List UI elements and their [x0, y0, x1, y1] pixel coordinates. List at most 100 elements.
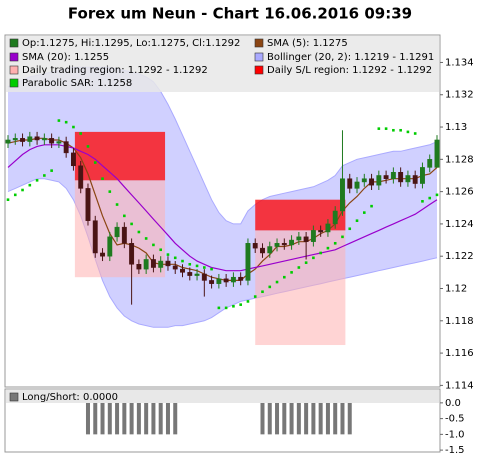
sar-dot	[355, 219, 359, 222]
sar-dot	[290, 271, 293, 274]
candle-body	[332, 210, 338, 225]
candle-body	[180, 268, 185, 273]
candle-body	[41, 138, 47, 141]
bar	[165, 402, 170, 435]
bar	[296, 402, 301, 435]
sar-dot	[166, 253, 170, 256]
candle-body	[347, 178, 353, 189]
candle-body	[114, 226, 120, 238]
sar-dot	[319, 251, 322, 255]
bar	[115, 402, 120, 435]
chart-title: Forex um Neun - Chart 16.06.2016 09:39	[68, 5, 412, 23]
sar-dot	[173, 256, 177, 260]
candle-body	[310, 230, 316, 242]
region	[255, 199, 346, 231]
sar-dot	[130, 222, 133, 226]
y-tick-label: -0.5	[445, 414, 465, 425]
sar-dot	[435, 193, 439, 197]
bar	[325, 402, 330, 435]
y-tick-label: 1.132	[445, 90, 474, 101]
bar	[151, 402, 156, 435]
candle-body	[150, 259, 156, 268]
candle-body	[420, 167, 425, 184]
candle-body	[412, 175, 418, 184]
bar	[93, 402, 98, 435]
candle-body	[20, 138, 25, 142]
legend-box	[6, 36, 439, 92]
legend-label: Daily S/L region: 1.1292 - 1.1292	[267, 65, 432, 76]
candle-body	[12, 138, 18, 141]
candle-body	[260, 247, 265, 254]
candle-body	[129, 243, 135, 265]
candle-body	[107, 236, 113, 257]
sar-dot	[283, 275, 286, 279]
sar-dot	[413, 132, 417, 135]
bar	[85, 402, 90, 435]
candle-body	[172, 265, 178, 270]
candle-body	[405, 175, 411, 183]
sma-line	[7, 144, 438, 272]
y-tick-label: -1.5	[445, 445, 465, 456]
sar-dot	[137, 230, 141, 234]
sar-dot	[406, 130, 410, 134]
bar	[282, 402, 287, 435]
candle-body	[434, 139, 440, 168]
candle-body	[369, 178, 375, 186]
bar	[260, 402, 265, 435]
sar-dot	[392, 128, 395, 132]
legend-label: Long/Short: 0.0000	[22, 392, 118, 403]
bar	[340, 402, 345, 435]
sar-dot	[72, 125, 75, 129]
bar	[136, 402, 141, 435]
bar	[347, 402, 352, 435]
sar-dot	[6, 198, 10, 201]
y-tick-label: 1.128	[445, 154, 474, 165]
legend-label: SMA (5): 1.1275	[267, 38, 348, 49]
candle-body	[158, 260, 164, 268]
sar-dot	[217, 306, 221, 310]
legend-swatch	[9, 38, 19, 48]
sar-dot	[253, 295, 257, 298]
legend-swatch	[9, 392, 19, 402]
sar-dot	[224, 306, 228, 310]
sar-dot	[261, 290, 264, 294]
bar	[275, 402, 280, 435]
sar-dot	[362, 211, 366, 214]
legend-label: Bollinger (20, 2): 1.1219 - 1.1291	[267, 52, 434, 63]
sma-line	[7, 137, 438, 281]
region	[74, 131, 166, 181]
sar-dot	[35, 179, 39, 182]
bar	[107, 402, 112, 435]
y-tick-label: 1.124	[445, 219, 474, 230]
y-tick-label: 1.116	[445, 348, 474, 359]
candle-body	[100, 252, 105, 257]
legend-box	[6, 390, 439, 403]
y-tick-label: 1.126	[445, 187, 474, 198]
bar	[100, 402, 105, 435]
sar-dot	[370, 204, 373, 208]
bar	[158, 402, 163, 435]
sar-dot	[101, 177, 104, 181]
legend-swatch	[254, 38, 264, 48]
sar-dot	[384, 127, 388, 130]
candle-body	[136, 264, 142, 270]
sar-dot	[64, 120, 68, 124]
candle-body	[325, 223, 331, 233]
candle-body	[296, 236, 302, 241]
sar-dot	[333, 241, 337, 245]
candle-body	[56, 141, 62, 144]
sar-dot	[50, 169, 53, 172]
candle-body	[27, 136, 33, 142]
sar-dot	[115, 203, 119, 206]
candle-body	[340, 178, 345, 212]
sar-dot	[312, 256, 315, 260]
legend-swatch	[254, 52, 264, 62]
sar-dot	[195, 264, 199, 268]
sar-dot	[341, 235, 344, 239]
candle-body	[252, 243, 258, 249]
sar-dot	[203, 266, 206, 269]
candle-body	[383, 175, 389, 179]
sar-dot	[428, 196, 432, 200]
candle-body	[281, 243, 287, 246]
